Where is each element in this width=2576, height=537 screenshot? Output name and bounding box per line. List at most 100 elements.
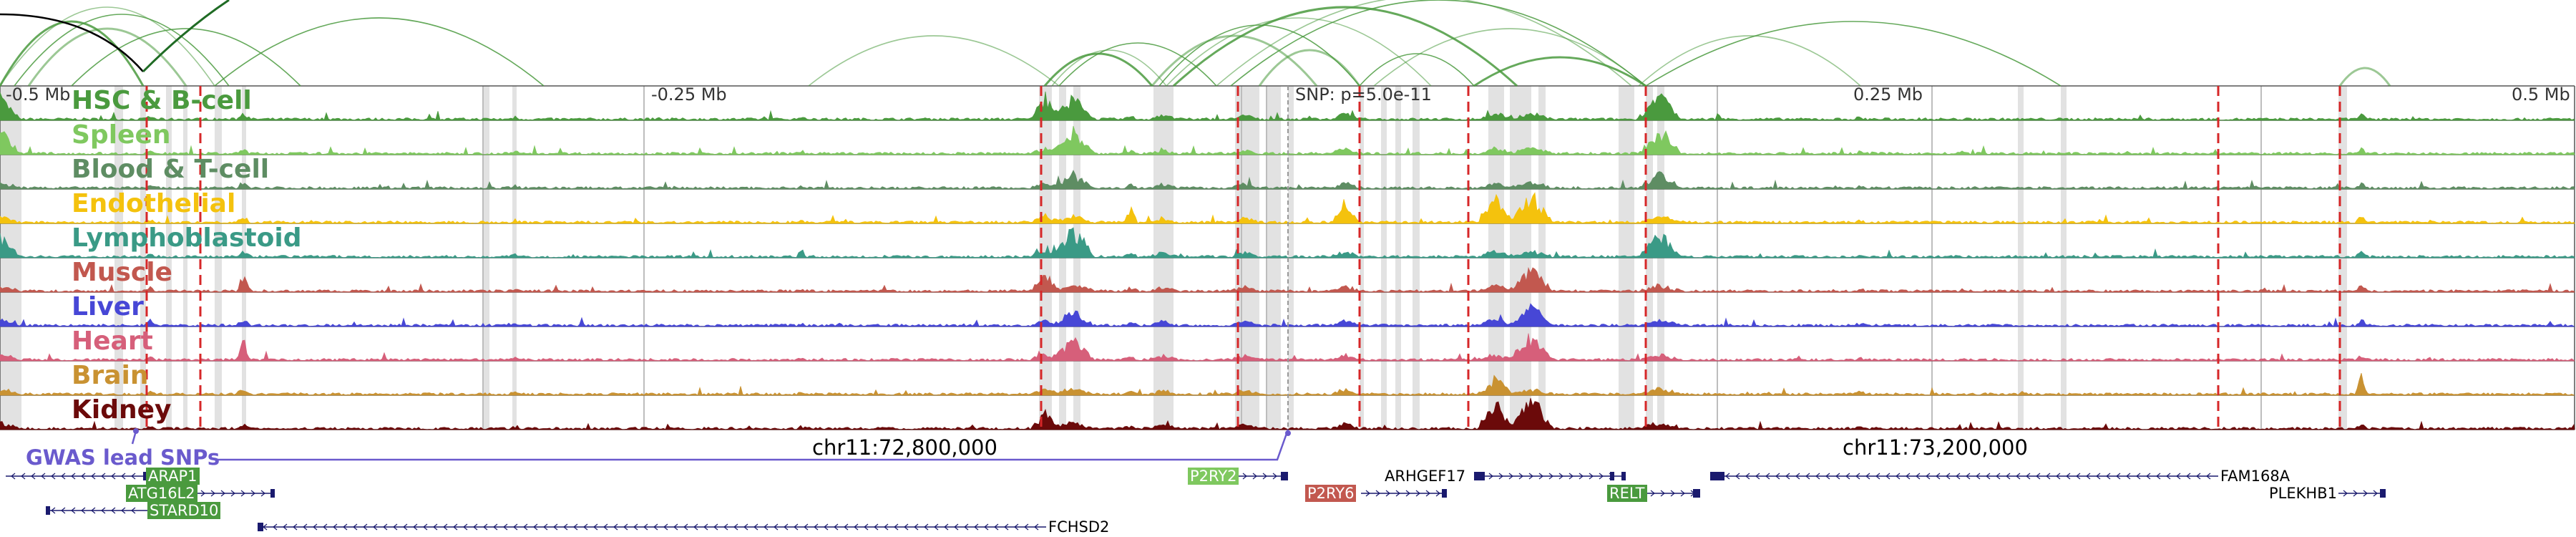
gene-direction-chevron <box>333 523 338 531</box>
chromatin-loop-arc <box>1216 0 1632 87</box>
chromatin-loop-arc-dark <box>0 13 144 72</box>
gene-direction-chevron <box>91 507 96 514</box>
gene-direction-chevron <box>1425 490 1430 497</box>
gene-direction-chevron <box>2166 473 2171 480</box>
chromatin-loop-arc <box>1051 49 1167 87</box>
gene-direction-chevron <box>1906 473 1911 480</box>
gene-direction-chevron <box>523 523 528 531</box>
gene-direction-chevron <box>894 523 899 531</box>
gene-direction-chevron <box>1835 473 1840 480</box>
gene-direction-chevron <box>1498 473 1503 480</box>
gene-direction-chevron <box>1946 473 1951 480</box>
gene-direction-chevron <box>433 523 438 531</box>
gene-direction-chevron <box>303 523 308 531</box>
gene-direction-chevron <box>403 523 408 531</box>
gene-direction-chevron <box>2056 473 2061 480</box>
gene-direction-chevron <box>81 473 86 480</box>
chromatin-loop-arc <box>27 27 187 87</box>
gene-direction-chevron <box>293 523 298 531</box>
gene-direction-chevron <box>240 490 245 497</box>
gene-direction-chevron <box>964 523 969 531</box>
gene-direction-chevron <box>713 523 718 531</box>
gene-label-plekhb1[interactable]: PLEKHB1 <box>2269 485 2337 502</box>
gene-direction-chevron <box>784 523 789 531</box>
gene-direction-chevron <box>2146 473 2151 480</box>
gene-direction-chevron <box>1004 523 1009 531</box>
gene-label-arap1[interactable]: ARAP1 <box>146 468 200 485</box>
gene-direction-chevron <box>200 490 205 497</box>
gene-direction-chevron <box>854 523 859 531</box>
gene-direction-chevron <box>653 523 658 531</box>
chromatin-loop-arc <box>808 35 1060 87</box>
gene-direction-chevron <box>623 523 628 531</box>
gene-direction-chevron <box>2156 473 2161 480</box>
gene-direction-chevron <box>1538 473 1543 480</box>
gene-direction-chevron <box>1014 523 1019 531</box>
gene-direction-chevron <box>814 523 819 531</box>
gene-direction-chevron <box>2096 473 2101 480</box>
chromatin-loop-arc <box>2338 67 2391 87</box>
gene-direction-chevron <box>1568 473 1574 480</box>
gene-direction-chevron <box>220 490 225 497</box>
gene-direction-chevron <box>1415 490 1420 497</box>
gene-label-fam168a[interactable]: FAM168A <box>2220 468 2290 485</box>
gene-exon <box>270 489 275 498</box>
gene-direction-chevron <box>1488 473 1493 480</box>
gene-direction-chevron <box>553 523 558 531</box>
gene-direction-chevron <box>230 490 235 497</box>
gene-direction-chevron <box>834 523 839 531</box>
gene-direction-chevron <box>2343 490 2348 497</box>
gene-direction-chevron <box>483 523 488 531</box>
gene-direction-chevron <box>1996 473 2001 480</box>
gene-direction-chevron <box>2176 473 2181 480</box>
gene-direction-chevron <box>443 523 448 531</box>
gene-label-fchsd2[interactable]: FCHSD2 <box>1048 518 1110 536</box>
gene-label-stard10[interactable]: STARD10 <box>147 502 221 519</box>
chromatin-loop-arc-dark-green <box>142 0 230 73</box>
track-label-hsc-b-cell: HSC & B-cell <box>72 86 252 115</box>
gene-direction-chevron <box>273 523 278 531</box>
gene-direction-chevron <box>533 523 538 531</box>
gene-direction-chevron <box>2036 473 2041 480</box>
gene-direction-chevron <box>613 523 618 531</box>
gene-direction-chevron <box>1660 490 1665 497</box>
chromosome-coordinate-right: chr11:73,200,000 <box>1843 435 2028 460</box>
gene-direction-chevron <box>31 473 36 480</box>
gene-label-p2ry6[interactable]: P2RY6 <box>1305 485 1357 502</box>
chromatin-loop-arc <box>214 17 545 87</box>
gene-direction-chevron <box>683 523 688 531</box>
gene-direction-chevron <box>2373 490 2378 497</box>
gene-direction-chevron <box>51 507 56 514</box>
gene-label-arhgef17[interactable]: ARHGEF17 <box>1385 468 1466 485</box>
gene-direction-chevron <box>1855 473 1860 480</box>
gene-direction-chevron <box>363 523 368 531</box>
gene-direction-chevron <box>593 523 598 531</box>
gene-direction-chevron <box>323 523 328 531</box>
gene-label-relt[interactable]: RELT <box>1607 485 1647 502</box>
gene-label-p2ry2[interactable]: P2RY2 <box>1188 468 1239 485</box>
scale-label-0-5mb: 0.5 Mb <box>2512 84 2570 105</box>
gene-direction-chevron <box>2136 473 2141 480</box>
track-label-heart: Heart <box>72 326 153 356</box>
gene-direction-chevron <box>2206 473 2211 480</box>
gene-direction-chevron <box>1815 473 1820 480</box>
track-label-brain: Brain <box>72 361 149 390</box>
gene-direction-chevron <box>633 523 638 531</box>
gene-direction-chevron <box>2363 490 2368 497</box>
scale-label-minus-0-25mb: -0.25 Mb <box>651 84 727 105</box>
gene-direction-chevron <box>51 473 56 480</box>
gene-direction-chevron <box>603 523 608 531</box>
gene-direction-chevron <box>1936 473 1941 480</box>
gene-label-atg16l2[interactable]: ATG16L2 <box>126 485 197 502</box>
track-label-endothelial: Endothelial <box>72 189 236 218</box>
track-label-kidney: Kidney <box>72 395 172 425</box>
gene-direction-chevron <box>71 507 76 514</box>
gene-direction-chevron <box>1825 473 1830 480</box>
gene-direction-chevron <box>1680 490 1685 497</box>
gene-direction-chevron <box>111 473 116 480</box>
gene-exon <box>1610 472 1614 480</box>
gene-direction-chevron <box>643 523 648 531</box>
gene-direction-chevron <box>21 473 26 480</box>
gene-direction-chevron <box>1926 473 1931 480</box>
